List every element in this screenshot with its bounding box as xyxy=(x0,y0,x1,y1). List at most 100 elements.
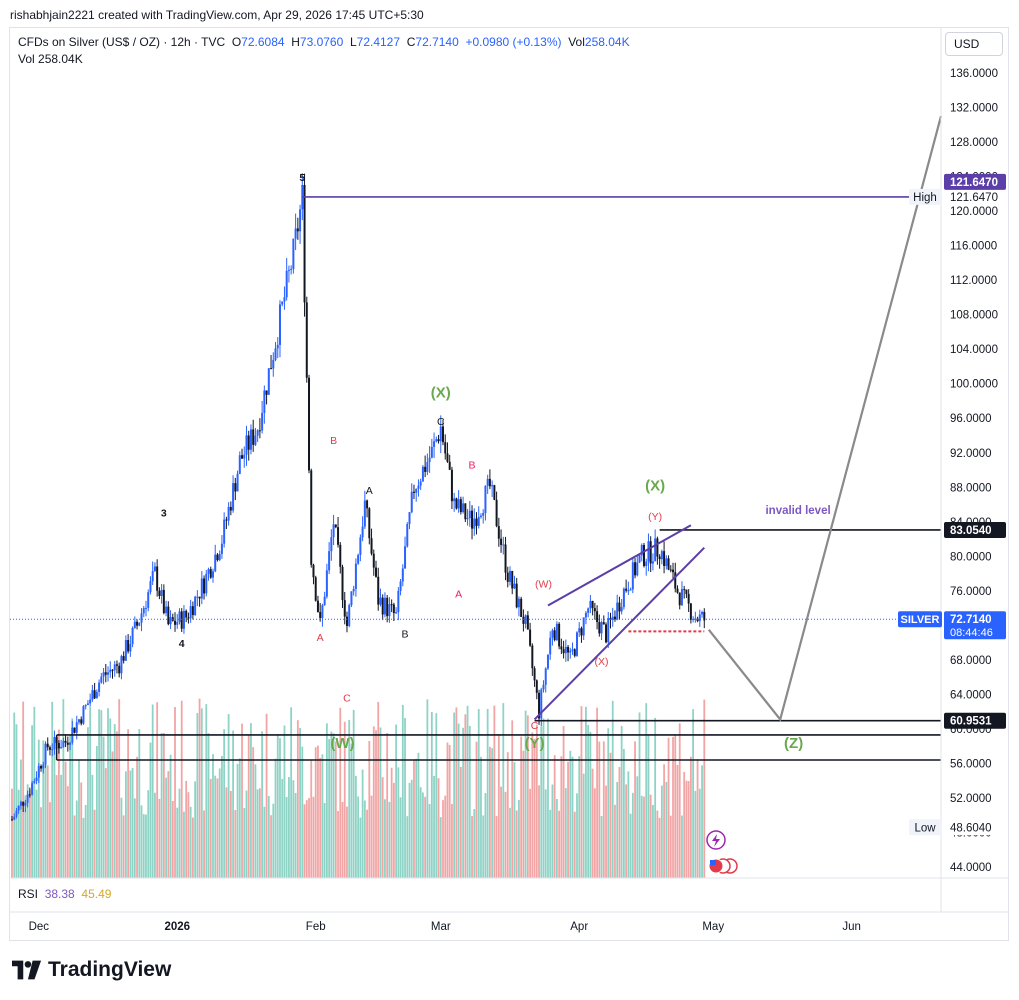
volume-bar xyxy=(395,724,398,878)
volume-bar xyxy=(488,746,491,878)
price-tick-label: 96.0000 xyxy=(950,413,992,425)
volume-bar xyxy=(576,793,578,878)
candle-body xyxy=(151,571,154,582)
volume-bar xyxy=(669,815,672,878)
volume-bar xyxy=(627,771,630,878)
volume-bar xyxy=(154,792,156,878)
volume-bar xyxy=(133,798,136,878)
volume-bar xyxy=(665,781,668,878)
candle-body xyxy=(113,664,116,671)
price-tick-label: 100.0000 xyxy=(950,379,998,391)
candle-body xyxy=(332,524,335,538)
candle-body xyxy=(144,607,147,609)
volume-bar xyxy=(571,756,574,878)
candle-body xyxy=(314,577,317,601)
volume-bar xyxy=(301,746,304,878)
candle-body xyxy=(397,590,400,613)
candle-body xyxy=(406,524,409,547)
candle-body xyxy=(234,483,237,492)
volume-bar xyxy=(330,731,333,878)
candle-body xyxy=(544,668,547,685)
volume-bar xyxy=(13,712,16,878)
volume-bar xyxy=(229,791,232,878)
volume-bar xyxy=(93,809,96,878)
volume-bar xyxy=(529,788,531,878)
candle-body xyxy=(660,551,663,560)
candle-body xyxy=(535,680,538,693)
candle-body xyxy=(44,743,47,765)
candle-body xyxy=(471,510,474,529)
volume-bar xyxy=(49,802,51,878)
wave-label: A xyxy=(317,632,324,644)
candle-body xyxy=(258,430,261,432)
candle-body xyxy=(84,705,87,707)
candle-body xyxy=(399,581,402,591)
rsi-label[interactable]: RSI xyxy=(18,887,39,901)
wave-label: B xyxy=(469,459,476,471)
candle-body xyxy=(11,819,13,821)
price-tick-label: 128.0000 xyxy=(950,137,998,149)
candle-body xyxy=(578,628,581,633)
time-tick-label: Jun xyxy=(842,921,861,933)
candle-body xyxy=(19,801,22,806)
volume-bar xyxy=(124,771,127,878)
event-icons[interactable] xyxy=(706,830,738,874)
price-tag-label: High xyxy=(913,192,937,204)
volume-bar xyxy=(120,797,123,878)
candle-body xyxy=(444,442,447,454)
volume-bar xyxy=(585,706,587,878)
candle-body xyxy=(526,615,529,630)
volume-bars xyxy=(11,698,706,878)
price-tag-box xyxy=(909,819,942,836)
candle-body xyxy=(203,578,206,594)
wave-label: 5 xyxy=(299,172,305,184)
candle-body xyxy=(388,604,391,617)
volume-bar xyxy=(183,811,185,878)
candle-body xyxy=(379,597,382,605)
symbol-title[interactable]: CFDs on Silver (US$ / OZ) · 12h · TVC xyxy=(18,35,226,49)
candle-body xyxy=(35,777,38,781)
volume-bar xyxy=(346,806,348,878)
volume-bar xyxy=(415,758,418,878)
volume-bar xyxy=(676,764,679,878)
candle-body xyxy=(341,566,344,601)
volume-bar xyxy=(631,792,634,878)
volume-bar xyxy=(357,796,360,878)
volume-bar xyxy=(238,758,241,878)
volume-bar xyxy=(305,800,308,878)
volume-bar xyxy=(448,744,451,878)
candle-body xyxy=(546,654,549,669)
candle-body xyxy=(524,615,527,624)
volume-bar xyxy=(591,768,594,878)
candle-body xyxy=(17,805,20,811)
volume-bar xyxy=(511,720,514,878)
time-tick-label: 2026 xyxy=(164,921,190,933)
volume-bar xyxy=(290,707,293,878)
volume-bar xyxy=(258,788,261,878)
volume-bar xyxy=(62,699,65,878)
volume-bar xyxy=(180,700,183,878)
candle-body xyxy=(692,618,695,620)
volume-bar xyxy=(518,799,520,878)
volume-bar xyxy=(64,761,67,878)
volume-bar xyxy=(221,756,223,878)
currency-button[interactable]: USD xyxy=(945,32,1003,56)
volume-bar xyxy=(533,738,536,878)
volume-bar xyxy=(308,798,310,878)
candle-body xyxy=(542,684,545,690)
volume-bar xyxy=(388,801,391,878)
candle-body xyxy=(256,430,259,436)
volume-bar xyxy=(471,816,473,878)
volume-bar xyxy=(122,815,125,878)
candle-body xyxy=(238,455,241,474)
candle-body xyxy=(395,612,398,614)
low-label: L xyxy=(349,35,357,49)
candle-body xyxy=(513,583,516,589)
candle-body xyxy=(278,304,281,345)
volume-bar xyxy=(491,748,494,878)
wave-label: C xyxy=(531,720,539,732)
volume-bar xyxy=(343,721,346,878)
candle-body xyxy=(593,608,596,612)
volume-bar xyxy=(600,816,603,878)
